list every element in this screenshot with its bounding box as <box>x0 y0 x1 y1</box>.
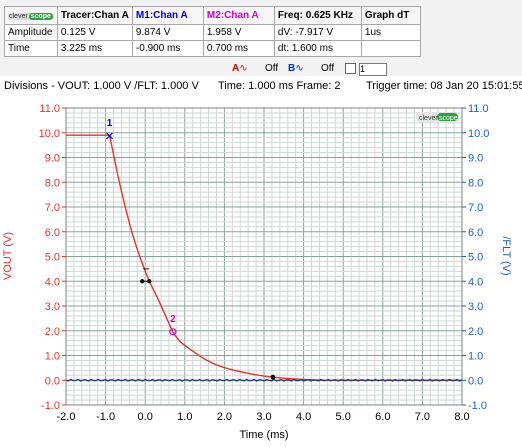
svg-text:clever: clever <box>419 115 438 122</box>
x-tick-label: 0.0 <box>138 411 153 423</box>
cleverscope-logo: clever scope <box>8 13 54 20</box>
tracer-dot <box>270 374 276 380</box>
marker-layer: 12 <box>106 118 276 380</box>
right-y-tick-label: 0.0 <box>468 375 483 387</box>
trigger-time-text: Trigger time: 08 Jan 20 15:01:55 <box>366 80 522 92</box>
svg-text:scope: scope <box>439 115 458 122</box>
x-tick-label: 5.0 <box>336 411 351 423</box>
x-tick-label: 7.0 <box>415 411 430 423</box>
x-tick-label: 3.0 <box>256 411 271 423</box>
right-y-tick-label: 6.0 <box>468 227 483 239</box>
left-y-tick-label: 5.0 <box>45 252 60 264</box>
right-y-tick-label: -1.0 <box>468 400 487 412</box>
scope-graph[interactable]: -2.0 -1.0 0.0 1.0 2.0 3.0 4.0 5.0 6.0 7.0 8.0-1.0-… <box>0 95 522 447</box>
x-tick-label: 6.0 <box>375 411 390 423</box>
marker-1-cross <box>106 132 113 140</box>
tracer-amplitude: 0.125 V <box>56 24 133 41</box>
right-y-tick-label: 8.0 <box>468 177 483 189</box>
tick-labels: -2.0 -1.0 0.0 1.0 2.0 3.0 4.0 5.0 6.0 7.0 8.0-1.0-… <box>39 103 490 423</box>
left-y-tick-label: 8.0 <box>45 177 60 189</box>
measurement-header-row: clever scope Tracer:Chan A M1:Chan A M2:C… <box>4 6 421 25</box>
cleverscope-watermark: clever scope <box>416 112 459 122</box>
right-y-tick-label: 5.0 <box>468 252 483 264</box>
a-state: Off <box>265 63 279 74</box>
m1-amplitude: 9.874 V <box>131 24 204 41</box>
dv-value: dV: -7.917 V <box>273 24 362 41</box>
m2-header[interactable]: M2:Chan A <box>202 6 275 25</box>
graph-dt-header: Graph dT <box>360 6 421 25</box>
right-y-tick-label: 11.0 <box>468 103 489 115</box>
time-row: Time 3.225 ms -0.900 ms 0.700 ms dt: 1.6… <box>4 40 421 57</box>
x-tick-label: 1.0 <box>177 411 192 423</box>
right-y-tick-label: 4.0 <box>468 276 483 288</box>
time-label: Time <box>4 40 58 57</box>
time-frame-text: Time: 1.000 ms Frame: 2 <box>218 80 341 92</box>
status-info-bar: Divisions - VOUT: 1.000 V /FLT: 1.000 V … <box>0 78 522 95</box>
left-y-tick-label: -1.0 <box>41 400 60 412</box>
amplitude-row: Amplitude 0.125 V 9.874 V 1.958 V dV: -7… <box>4 24 421 41</box>
divisions-text: Divisions - VOUT: 1.000 V /FLT: 1.000 V <box>4 80 199 92</box>
dt-value: dt: 1.600 ms <box>273 40 362 57</box>
left-y-tick-label: 6.0 <box>45 227 60 239</box>
toolbar: clever scope Tracer:Chan A M1:Chan A M2:C… <box>0 0 522 76</box>
right-y-tick-label: 1.0 <box>468 351 483 363</box>
series-layer <box>65 134 463 382</box>
x-tick-label: -2.0 <box>57 411 76 423</box>
m1-time: -0.900 ms <box>131 40 204 57</box>
right-y-tick-label: 10.0 <box>468 128 489 140</box>
b-state: Off <box>321 63 335 74</box>
marker-1-label: 1 <box>107 118 113 129</box>
left-y-tick-label: 11.0 <box>39 103 60 115</box>
left-axis-title: VOUT (V) <box>2 232 14 280</box>
grid-lines <box>65 107 463 406</box>
b-channel-toggle[interactable]: B∿ <box>288 63 304 74</box>
a-wave-icon: ∿ <box>239 63 248 74</box>
freq-header: Freq: 0.625 KHz <box>273 6 362 25</box>
right-axis-title: /FLT (V) <box>500 236 512 275</box>
graph-dt-value: 1us <box>360 24 421 41</box>
amplitude-label: Amplitude <box>4 24 58 41</box>
measurement-table: clever scope Tracer:Chan A M1:Chan A M2:C… <box>4 6 421 57</box>
flt-trace <box>65 378 463 382</box>
marker-2-label: 2 <box>170 314 176 325</box>
right-y-tick-label: 9.0 <box>468 153 483 165</box>
x-tick-label: 4.0 <box>296 411 311 423</box>
right-y-tick-label: 3.0 <box>468 301 483 313</box>
left-y-tick-label: 1.0 <box>45 351 60 363</box>
x-tick-label: 8.0 <box>454 411 469 423</box>
left-y-tick-label: 9.0 <box>45 153 60 165</box>
tracer-time: 3.225 ms <box>56 40 133 57</box>
left-y-tick-label: 0.0 <box>45 375 60 387</box>
time-extra <box>360 40 421 57</box>
marker-2-circle <box>169 328 177 336</box>
tracer-header[interactable]: Tracer:Chan A <box>56 6 133 25</box>
right-y-tick-label: 2.0 <box>468 326 483 338</box>
m2-amplitude: 1.958 V <box>202 24 275 41</box>
left-y-tick-label: 10.0 <box>39 128 60 140</box>
left-y-tick-label: 2.0 <box>45 326 60 338</box>
logo-cell: clever scope <box>4 6 58 25</box>
b-wave-icon: ∿ <box>295 63 304 74</box>
x-tick-label: -1.0 <box>96 411 115 423</box>
left-y-tick-label: 4.0 <box>45 276 60 288</box>
left-y-tick-label: 7.0 <box>45 202 60 214</box>
a-channel-toggle[interactable]: A∿ <box>232 63 248 74</box>
m2-time: 0.700 ms <box>202 40 275 57</box>
left-y-tick-label: 3.0 <box>45 301 60 313</box>
x-axis-title: Time (ms) <box>239 429 288 441</box>
m1-header[interactable]: M1:Chan A <box>131 6 204 25</box>
x-tick-label: 2.0 <box>217 411 232 423</box>
right-y-tick-label: 7.0 <box>468 202 483 214</box>
